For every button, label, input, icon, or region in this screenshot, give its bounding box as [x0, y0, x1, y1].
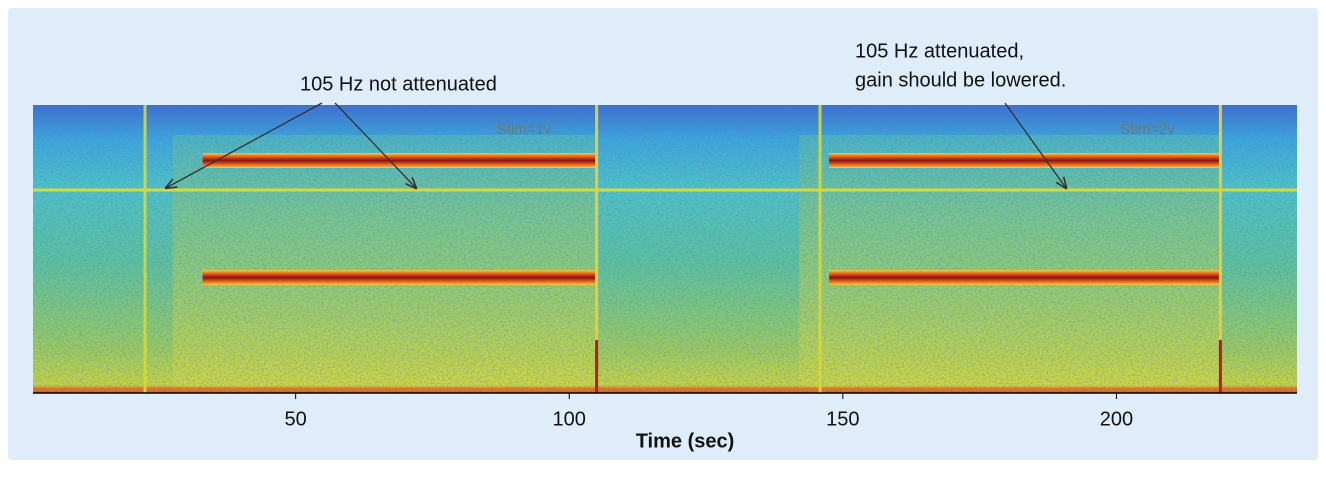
stim-band-upper	[202, 153, 597, 168]
annotation-arrow	[166, 102, 323, 188]
stim-band-lower	[202, 270, 597, 285]
x-tick-label: 100	[553, 408, 586, 430]
annotation-arrow	[1004, 102, 1066, 188]
annotation: 105 Hz attenuated,	[855, 40, 1024, 62]
noise-texture	[33, 105, 1297, 393]
annotation: 105 Hz not attenuated	[300, 73, 497, 95]
stim-band-lower	[829, 270, 1221, 285]
annotation-arrow	[334, 102, 416, 188]
stim-band-upper	[829, 153, 1221, 168]
x-tick-label: 50	[285, 408, 307, 430]
x-tick-label: 200	[1100, 408, 1133, 430]
x-axis-label: Time (sec)	[636, 430, 735, 452]
x-tick-label: 150	[826, 408, 859, 430]
stim-label: Stim=2v	[1120, 121, 1175, 138]
stim-label: Stim=1v	[497, 121, 552, 138]
annotation: gain should be lowered.	[855, 69, 1066, 91]
